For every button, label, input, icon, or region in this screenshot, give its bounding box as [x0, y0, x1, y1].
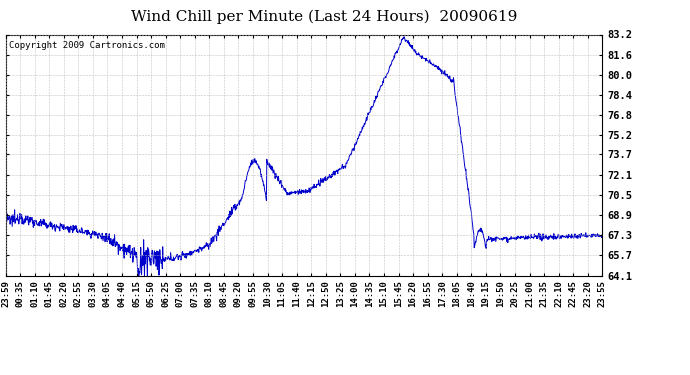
Text: Copyright 2009 Cartronics.com: Copyright 2009 Cartronics.com: [8, 40, 164, 50]
Text: Wind Chill per Minute (Last 24 Hours)  20090619: Wind Chill per Minute (Last 24 Hours) 20…: [131, 9, 518, 24]
